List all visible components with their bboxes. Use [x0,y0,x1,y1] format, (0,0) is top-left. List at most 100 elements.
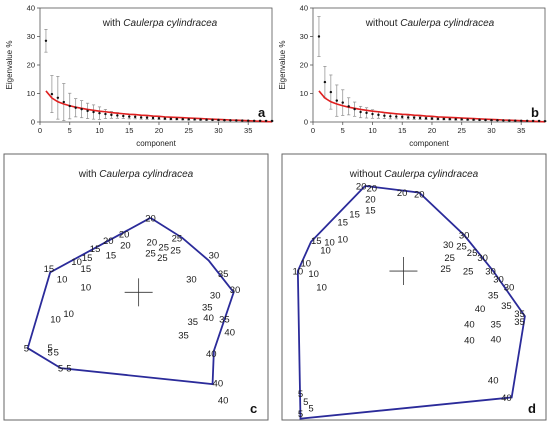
sample-label: 10 [300,259,311,270]
x-tick-label: 5 [341,126,345,135]
sample-label: 35 [488,290,499,301]
eigenvalue-point [365,111,368,115]
sample-label: 15 [81,264,92,275]
eigenvalue-point [86,109,89,113]
eigenvalue-point [151,116,155,120]
x-tick-label: 20 [155,126,163,135]
panel-c-centroid-cross [124,278,153,307]
sample-label: 30 [504,283,515,294]
sample-label: 5 [24,344,29,355]
eigenvalue-point [241,119,244,122]
panel-c-hull [26,217,235,386]
x-tick-label: 5 [68,126,72,135]
eigenvalue-point [359,110,362,114]
sample-label: 30 [209,251,220,262]
eigenvalue-point [406,116,410,119]
y-tick-label: 30 [300,32,308,41]
x-tick-label: 35 [517,126,525,135]
sample-label: 20 [103,236,114,247]
x-tick-label: 15 [398,126,406,135]
x-tick-label: 30 [214,126,222,135]
panel-a-title: with Caulerpa cylindracea [102,18,218,29]
sample-label: 15 [106,251,117,262]
y-tick-label: 10 [27,89,35,98]
eigenvalue-point [484,118,487,122]
eigenvalue-point [412,116,416,119]
sample-label: 10 [308,269,319,280]
sample-label: 30 [493,275,504,286]
x-tick-label: 15 [125,126,133,135]
eigenvalue-point [175,117,179,121]
eigenvalue-point [270,119,274,123]
panel-a-plot-area [39,7,273,123]
eigenvalue-point [110,113,113,117]
eigenvalue-point [543,119,547,123]
sample-label: 35 [501,301,512,312]
eigenvalue-point [383,114,386,117]
sample-label: 10 [316,283,327,294]
sample-label: 40 [224,328,235,339]
sample-label: 35 [218,269,229,280]
eigenvalue-point [460,118,463,121]
eigenvalue-point [490,118,493,122]
sample-label: 5 [48,343,53,354]
sample-label: 5 [298,409,303,420]
y-tick-label: 30 [27,32,35,41]
sample-label: 40 [464,320,475,331]
sample-label: 10 [293,267,304,278]
eigenvalue-point [116,114,119,117]
y-tick-label: 20 [27,61,35,70]
eigenvalue-point [169,117,173,121]
x-tick-label: 20 [428,126,436,135]
eigenvalue-point [442,117,446,121]
sample-label: 20 [145,213,156,224]
panel-a-broken-stick-line [45,90,273,123]
sample-label: 15 [311,236,322,247]
sample-label: 35 [491,320,502,331]
panel-a-points [44,39,274,123]
eigenvalue-point [353,107,356,111]
sample-label: 20 [414,189,425,200]
eigenvalue-point [514,119,517,122]
eigenvalue-point [193,118,196,121]
sample-label: 30 [210,290,221,301]
x-tick-label: 35 [244,126,252,135]
eigenvalue-point [92,110,95,114]
eigenvalue-point [430,117,434,120]
y-tick-label: 0 [304,118,308,127]
sample-label: 15 [337,217,348,228]
scree-plot-without: 0 5 10 15 20 25 30 35 0 10 20 30 40 without Caulerpa… [278,4,547,148]
eigenvalue-point [181,117,184,121]
sample-label: 40 [218,396,229,407]
eigenvalue-point [418,116,422,120]
panel-d-hull [296,185,526,420]
sample-label: 30 [230,285,241,296]
y-tick-label: 40 [300,4,308,13]
eigenvalue-point [347,105,350,108]
sample-label: 20 [366,184,377,195]
eigenvalue-point [104,112,107,116]
eigenvalue-point [128,115,131,118]
panel-d-centroid-cross [389,257,418,286]
sample-label: 5-5 [58,364,72,375]
eigenvalue-point [496,119,499,122]
x-tick-label: 10 [95,126,103,135]
sample-label: 35 [514,309,525,320]
y-tick-label: 20 [300,61,308,70]
sample-label: 25 [467,248,478,259]
eigenvalue-point [472,118,475,121]
panel-d-title: without Caulerpa cylindracea [349,169,479,180]
eigenvalue-point [145,116,149,119]
eigenvalue-point [205,118,208,121]
y-tick-label: 40 [27,4,35,13]
eigenvalue-point [74,106,77,109]
panel-b-broken-stick-line [318,90,546,123]
panel-b-title: without Caulerpa cylindracea [365,18,495,29]
eigenvalue-point [80,107,83,111]
panel-d-frame [281,153,547,421]
eigenvalue-point [163,117,167,120]
eigenvalue-point [508,119,511,122]
sample-label: 25 [440,264,451,275]
